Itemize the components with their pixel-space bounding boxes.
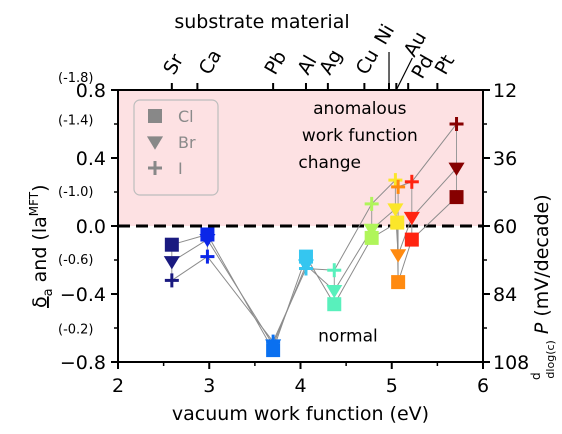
y-tick-label: 0.0 [76,216,106,238]
x-tick-label: 6 [477,375,489,397]
legend-marker-triangle [146,136,164,150]
data-point-plus [164,273,179,288]
data-point-square [364,230,379,245]
top-tick-label: Pb [260,47,291,78]
x-axis-title: vacuum work function (eV) [172,403,429,425]
data-point-square [391,275,406,290]
y-secondary-label: (-1.4) [58,114,94,129]
top-tick-label: Pt [431,51,460,78]
y-axis-title-close: ) [29,184,51,191]
legend-frame [133,99,219,196]
y-axis-title-right: d dlog(c) P (mV/decade) [529,194,557,380]
data-point-triangle [390,249,407,263]
data-point-plus [298,261,313,276]
legend-label: Cl [178,107,194,126]
data-point-triangle [448,162,465,176]
y-axis-title-right-denom: dlog(c) [544,340,557,378]
legend-label: I [178,159,183,178]
data-point-triangle [387,203,404,217]
y-secondary-label: (-0.6) [58,253,94,268]
y-axis-title-and: and (la [29,216,51,288]
data-point-square [404,232,419,247]
top-tick-label: Sr [159,50,188,78]
y-secondary-label: (-1.0) [58,185,94,200]
y-axis-title-right-unit: (mV/decade) [531,194,553,316]
legend-marker-square [148,109,162,123]
data-point-square [390,215,405,230]
right-tick-label: 12 [493,80,517,102]
top-leader-line [395,57,413,91]
data-point-triangle [363,223,380,238]
data-point-plus [327,263,342,278]
top-axis-title: substrate material [174,11,349,33]
y-axis-title-sup: MFT [27,191,41,216]
top-tick-label: Ni [370,21,399,49]
annotation-text: normal [318,327,378,347]
data-point-plus [388,173,403,188]
data-point-square [164,237,179,252]
right-tick-label: 36 [493,148,517,170]
data-point-triangle [403,211,420,226]
anomalous-region [118,90,483,226]
y-tick-label: −0.4 [60,284,106,306]
annotation-text: change [298,153,361,173]
y-axis-title-right-var: P [531,317,553,335]
legend-marker-plus [148,161,162,175]
y-axis-title-sub: a [41,288,56,296]
top-tick-label: Cu [352,46,384,79]
data-point-plus [404,174,419,189]
right-tick-label: 60 [493,216,517,238]
data-point-plus [364,196,379,211]
annotation-text: work function [302,126,418,146]
x-tick-label: 4 [294,375,306,397]
legend: Cl Br I [133,99,219,196]
data-point-square [449,190,464,205]
y-secondary-label: (-1.8) [58,71,94,86]
y-axis-title-delta: δ [29,296,51,308]
y-axis-title-left: δa and (laMFT) [27,184,56,308]
top-tick-label: Ag [315,46,347,79]
series-line [171,123,457,343]
data-point-triangle [199,234,216,248]
y-tick-label: 0.8 [76,80,106,102]
x-tick-label: 2 [112,375,124,397]
right-tick-label: 84 [493,284,517,306]
y-tick-label: 0.4 [76,148,106,170]
legend-label: Br [178,133,196,152]
x-tick-label: 3 [203,375,215,397]
data-point-square [327,297,342,312]
data-point-plus [266,334,281,349]
annotation-text: anomalous [313,99,406,119]
top-tick-label: Ca [195,46,227,79]
data-point-plus [391,179,406,194]
data-point-triangle [163,256,180,270]
y-axis-title-right-prefix: d [529,369,543,380]
x-tick-label: 5 [386,375,398,397]
data-point-plus [200,249,215,264]
y-secondary-label: (-0.2) [58,323,94,338]
data-point-triangle [326,285,343,299]
y-tick-label: −0.8 [60,352,106,374]
right-tick-label: 108 [493,352,529,374]
data-point-plus [449,117,464,131]
